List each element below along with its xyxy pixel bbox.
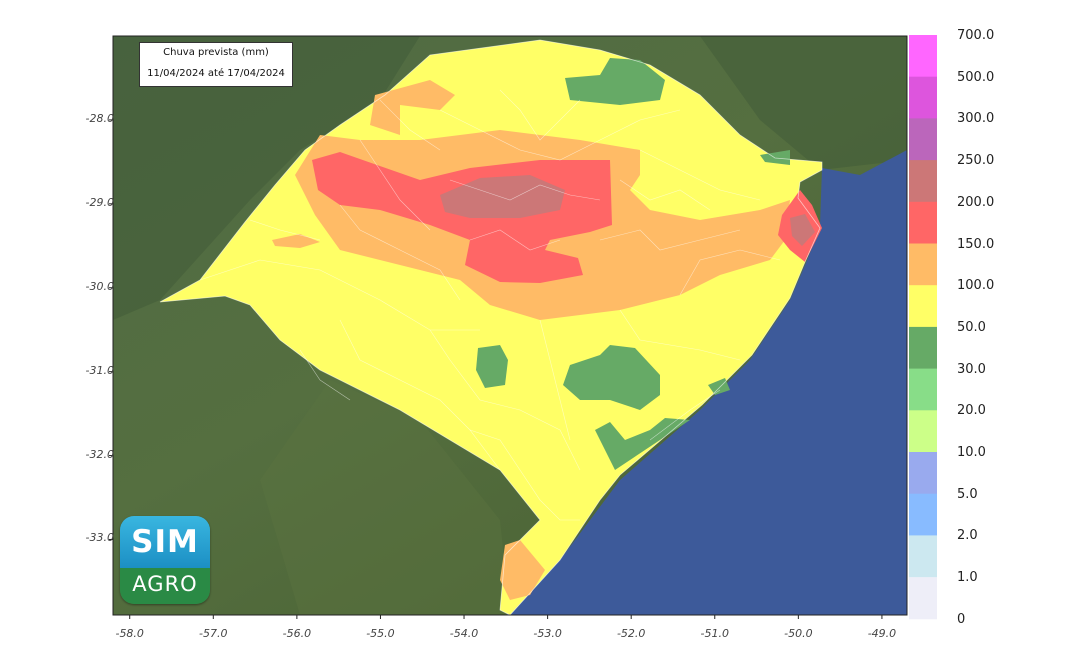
- colorbar-swatch: [909, 118, 937, 161]
- lat-tick-label: -30.0: [85, 279, 114, 293]
- map-title-box: Chuva prevista (mm) 11/04/2024 até 17/04…: [139, 42, 293, 87]
- colorbar-label: 150.0: [957, 236, 995, 252]
- lat-tick-label: -29.0: [85, 195, 114, 209]
- rain-region-30-50-center: [563, 345, 660, 410]
- colorbar-swatch: [909, 493, 937, 536]
- colorbar-swatch: [909, 326, 937, 370]
- lon-tick-label: -50.0: [784, 627, 813, 640]
- colorbar-label: 5.0: [957, 486, 978, 502]
- colorbar-label: 30.0: [957, 361, 986, 377]
- colorbar-swatch: [909, 452, 937, 495]
- rain-region-100-150-north: [370, 80, 455, 135]
- colorbar-label: 2.0: [957, 528, 978, 544]
- colorbar: [909, 35, 937, 620]
- colorbar-label: 250.0: [957, 153, 995, 169]
- lon-tick-label: -51.0: [700, 627, 729, 640]
- lon-tick-label: -58.0: [115, 627, 144, 640]
- colorbar-swatch: [909, 201, 937, 244]
- ocean: [506, 150, 907, 615]
- colorbar-swatch: [909, 160, 937, 203]
- colorbar-swatch: [909, 76, 937, 119]
- rain-region-100-150-south: [500, 540, 545, 600]
- lon-tick-label: -55.0: [366, 627, 395, 640]
- colorbar-label: 700.0: [957, 28, 995, 43]
- lon-tick-label: -56.0: [282, 627, 312, 640]
- lat-tick-label: -31.0: [85, 363, 114, 377]
- colorbar-swatch: [909, 368, 937, 411]
- colorbar-label: 500.0: [957, 69, 995, 85]
- rain-region-30-50-center-west: [476, 345, 508, 388]
- lon-tick-label: -49.0: [867, 627, 897, 640]
- colorbar-swatch: [909, 35, 937, 78]
- colorbar-swatch: [909, 535, 937, 578]
- colorbar-label: 20.0: [957, 403, 986, 419]
- colorbar-swatch: [909, 243, 937, 286]
- colorbar-label: 200.0: [957, 194, 995, 210]
- colorbar-label: 0: [957, 611, 966, 627]
- rain-region-100-150-west: [272, 234, 320, 248]
- lon-tick-label: -54.0: [449, 627, 479, 640]
- lat-tick-label: -28.0: [85, 111, 114, 125]
- map-date-range: 11/04/2024 até 17/04/2024: [147, 68, 285, 79]
- colorbar-label: 1.0: [957, 570, 978, 586]
- rain-region-30-50-northeast: [760, 150, 790, 165]
- rain-region-200-250: [440, 175, 565, 218]
- colorbar-swatch: [909, 577, 937, 620]
- colorbar-label: 50.0: [957, 319, 986, 335]
- lat-tick-label: -32.0: [85, 447, 114, 461]
- lat-tick-label: -33.0: [85, 531, 114, 545]
- lon-tick-label: -52.0: [616, 627, 646, 640]
- colorbar-swatch: [909, 410, 937, 453]
- lon-tick-label: -57.0: [199, 627, 228, 640]
- map-title: Chuva prevista (mm): [163, 47, 269, 58]
- rain-region-30-50-north: [565, 58, 665, 105]
- colorbar-label: 10.0: [957, 445, 986, 460]
- lon-tick-label: -53.0: [533, 627, 562, 640]
- sim-agro-logo: SIM AGRO: [120, 516, 210, 604]
- colorbar-label: 300.0: [957, 111, 995, 127]
- rain-region-30-50-lagoon: [595, 418, 690, 470]
- colorbar-label: 100.0: [957, 278, 995, 294]
- colorbar-swatch: [909, 285, 937, 328]
